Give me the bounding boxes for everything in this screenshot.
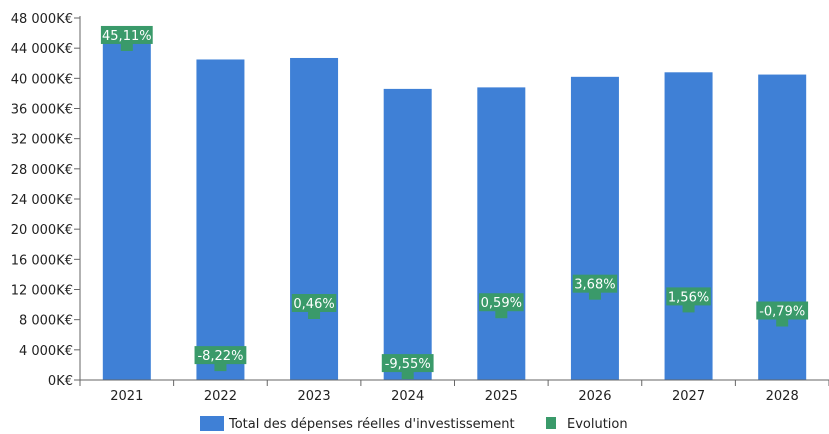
y-tick-label: 44 000K€ xyxy=(11,42,73,57)
data-label-box xyxy=(291,294,337,313)
x-tick-label: 2022 xyxy=(204,389,237,404)
y-tick-label: 12 000K€ xyxy=(11,284,73,299)
legend: Total des dépenses réelles d'investissem… xyxy=(200,416,628,432)
y-tick-label: 48 000K€ xyxy=(11,12,73,27)
y-tick-label: 28 000K€ xyxy=(11,163,73,178)
y-tick-label: 16 000K€ xyxy=(11,253,73,268)
legend-label-total: Total des dépenses réelles d'investissem… xyxy=(228,417,515,432)
data-label-box xyxy=(572,274,618,293)
x-axis: 2021 2022 2023 2024 2025 2026 2027 2028 xyxy=(79,379,829,404)
bar-series xyxy=(102,42,807,381)
bar xyxy=(477,87,526,380)
data-label: 45,11% xyxy=(102,29,152,44)
evolution-series: 45,11% -8,22% 0,46% -9,55% 0,59% 3,68% 1,56% -0… xyxy=(100,25,809,380)
data-label: 1,56% xyxy=(668,290,709,305)
y-axis: 0K€ 4 000K€ 8 000K€ 12 000K€ 16 000K€ 20 000K… xyxy=(11,12,81,389)
data-label: -9,55% xyxy=(385,357,431,372)
y-tick-label: 32 000K€ xyxy=(11,133,73,148)
bar xyxy=(758,74,807,380)
data-label: 0,59% xyxy=(481,296,522,311)
x-tick-label: 2026 xyxy=(578,389,611,404)
bar xyxy=(196,59,245,381)
data-label: 0,46% xyxy=(293,297,334,312)
y-tick-label: 8 000K€ xyxy=(19,314,73,329)
bar xyxy=(570,76,619,380)
y-tick-label: 36 000K€ xyxy=(11,103,73,118)
bar xyxy=(102,42,151,381)
y-tick-label: 24 000K€ xyxy=(11,193,73,208)
legend-label-evolution: Evolution xyxy=(567,417,628,432)
legend-swatch-evolution xyxy=(546,417,556,429)
bar xyxy=(383,88,432,381)
y-tick-label: 20 000K€ xyxy=(11,223,73,238)
data-label: -8,22% xyxy=(197,349,243,364)
bar xyxy=(664,72,713,381)
y-tick-label: 4 000K€ xyxy=(19,344,73,359)
y-tick-label: 40 000K€ xyxy=(11,72,73,87)
x-tick-label: 2023 xyxy=(298,389,331,404)
data-label: 3,68% xyxy=(574,278,615,293)
data-label-box xyxy=(100,25,153,44)
x-tick-label: 2028 xyxy=(766,389,799,404)
data-label: -0,79% xyxy=(759,305,805,320)
x-tick-label: 2021 xyxy=(110,389,143,404)
data-label-box xyxy=(479,293,524,312)
x-tick-label: 2025 xyxy=(485,389,518,404)
data-label-box xyxy=(756,301,809,320)
data-label-box xyxy=(381,354,434,373)
data-label-box xyxy=(194,346,247,365)
x-tick-label: 2024 xyxy=(391,389,424,404)
data-label-box xyxy=(666,287,711,306)
y-tick-label: 0K€ xyxy=(48,374,73,389)
x-tick-label: 2027 xyxy=(672,389,705,404)
legend-swatch-total xyxy=(200,416,224,431)
bar xyxy=(290,57,339,381)
